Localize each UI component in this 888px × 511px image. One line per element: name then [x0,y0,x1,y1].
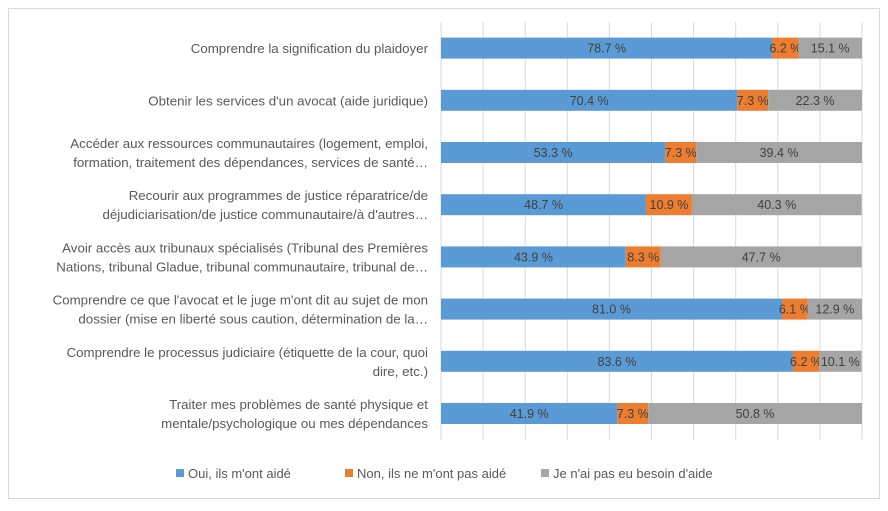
category-label: dossier (mise en liberté sous caution, d… [78,312,428,327]
legend-swatch [345,469,353,477]
data-label: 10.9 % [650,198,689,212]
data-label: 12.9 % [815,303,854,317]
data-label: 70.4 % [570,94,609,108]
data-label: 50.8 % [736,407,775,421]
legend-label: Non, ils ne m'ont pas aidé [357,466,506,481]
category-label: Avoir accès aux tribunaux spécialisés (T… [62,240,428,255]
bar-segment [772,37,799,59]
bar-segment [617,403,649,424]
data-label: 6.2 % [790,355,822,369]
data-label: 41.9 % [510,407,549,421]
legend-label: Je n'ai pas eu besoin d'aide [553,466,713,481]
bar-segment [696,142,862,163]
bar-segment [798,37,862,59]
category-label: Comprendre la signification du plaidoyer [191,41,429,56]
bar-segment [648,403,862,424]
category-label: Comprendre ce que l'avocat et le juge m'… [53,293,428,308]
data-label: 83.6 % [598,355,637,369]
data-label: 81.0 % [592,303,631,317]
data-label: 53.3 % [534,146,573,160]
data-label: 7.3 % [617,407,649,421]
legend-label: Oui, ils m'ont aidé [188,466,291,481]
bar-segment [441,403,618,424]
bar-segment [792,350,820,372]
bar-segment [768,89,862,111]
legend-swatch [176,469,184,477]
bar-segment [625,246,661,268]
data-label: 47.7 % [742,250,781,264]
bar-segment [441,142,666,163]
bar-segment [441,37,773,59]
bar-segment [441,194,647,216]
legend-swatch [541,469,549,477]
bar-segment [646,194,692,216]
data-label: 43.9 % [514,250,553,264]
bar-segment [660,246,862,268]
data-label: 40.3 % [757,198,796,212]
bar-segment [737,89,769,111]
category-label: mentale/psychologique ou mes dépendances [161,416,428,431]
chart-frame [8,8,880,499]
category-label: formation, traitement des dépendances, s… [73,155,428,170]
category-label: Recourir aux programmes de justice répar… [129,188,428,203]
data-label: 6.1 % [779,303,811,317]
bar-segment [665,142,697,163]
bar-segment [441,298,783,320]
category-label: dire, etc.) [373,364,428,379]
bar-segment [807,298,862,320]
data-label: 6.2 % [769,42,801,56]
category-label: Obtenir les services d'un avocat (aide j… [148,93,428,108]
bar-segment [441,246,626,268]
category-label: Comprendre le processus judiciaire (étiq… [67,345,428,360]
bar-segment [441,350,793,372]
data-label: 39.4 % [760,146,799,160]
data-label: 10.1 % [821,355,860,369]
data-label: 78.7 % [587,42,626,56]
data-label: 22.3 % [796,94,835,108]
data-label: 8.3 % [627,250,659,264]
bar-segment [691,194,862,216]
data-label: 7.3 % [737,94,769,108]
data-label: 7.3 % [665,146,697,160]
bar-segment [782,298,808,320]
data-label: 48.7 % [524,198,563,212]
bar-segment [819,350,862,372]
category-label: Nations, tribunal Gladue, tribunal commu… [56,259,428,274]
category-label: déjudiciarisation/de justice communautai… [102,207,428,222]
category-label: Accéder aux ressources communautaires (l… [70,136,428,151]
bar-segment [441,89,738,111]
data-label: 15.1 % [811,42,850,56]
category-label: Traiter mes problèmes de santé physique … [169,397,428,412]
